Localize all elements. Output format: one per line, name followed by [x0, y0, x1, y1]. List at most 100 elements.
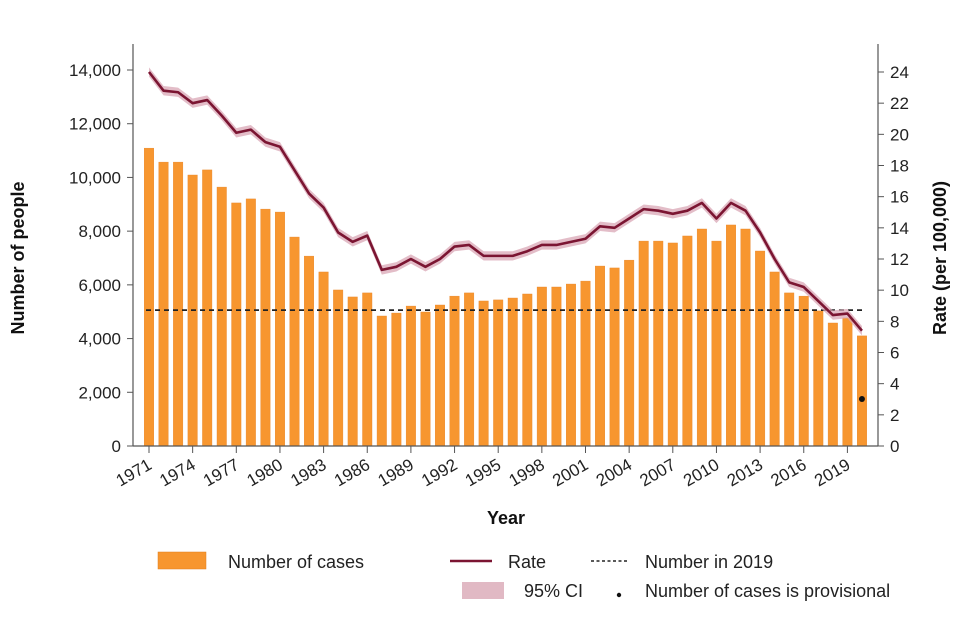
- y2-tick-label: 6: [890, 344, 899, 363]
- y2-tick-label: 22: [890, 94, 909, 113]
- y-tick-label: 0: [112, 437, 121, 456]
- bar-1994: [478, 300, 489, 447]
- bar-1990: [420, 311, 431, 447]
- bar-1988: [391, 312, 402, 447]
- y-tick-label: 2,000: [78, 383, 121, 402]
- y2-tick-label: 8: [890, 312, 899, 331]
- legend-label-rate: Rate: [508, 552, 546, 572]
- bar-1977: [231, 202, 242, 447]
- bar-1981: [289, 236, 300, 447]
- bar-1982: [304, 255, 314, 447]
- bar-1987: [376, 315, 387, 447]
- y2-tick-label: 0: [890, 437, 899, 456]
- bar-2014: [769, 271, 780, 447]
- bar-1971: [144, 147, 154, 447]
- y-tick-label: 12,000: [69, 115, 121, 134]
- x-tick-label: 2010: [680, 455, 722, 490]
- bar-1986: [362, 292, 373, 447]
- legend-label-provisional: Number of cases is provisional: [645, 581, 890, 601]
- x-axis-title: Year: [487, 508, 525, 528]
- y-tick-label: 6,000: [78, 276, 121, 295]
- bar-1972: [158, 161, 169, 447]
- legend-label-ci: 95% CI: [524, 581, 583, 601]
- y2-tick-label: 18: [890, 157, 909, 176]
- bar-2012: [740, 228, 751, 447]
- bar-2004: [624, 259, 635, 447]
- bar-1992: [449, 295, 460, 447]
- ci-band-group: [149, 67, 862, 336]
- x-tick-label: 1974: [156, 455, 198, 490]
- bar-2002: [595, 265, 605, 447]
- bar-1991: [435, 304, 445, 447]
- bar-1975: [202, 169, 213, 447]
- legend-swatch-ci: [462, 582, 504, 599]
- ci-band: [149, 67, 862, 336]
- bar-1996: [507, 297, 518, 447]
- rate-line: [147, 71, 863, 332]
- y-tick-label: 4,000: [78, 330, 121, 349]
- bar-1980: [275, 211, 285, 447]
- y2-tick-label: 12: [890, 250, 909, 269]
- bar-2017: [813, 310, 824, 447]
- y2-tick-label: 2: [890, 406, 899, 425]
- x-tick-label: 2004: [593, 455, 635, 490]
- bar-2018: [827, 322, 838, 447]
- legend-swatch-cases: [157, 551, 207, 570]
- x-tick-label: 2007: [637, 455, 679, 490]
- x-tick-label: 2016: [767, 455, 809, 490]
- bar-2006: [653, 240, 664, 447]
- bar-2015: [784, 292, 795, 447]
- x-tick-label: 1989: [375, 455, 417, 490]
- bar-2010: [711, 240, 722, 447]
- x-tick-label: 2013: [724, 455, 766, 490]
- bar-2011: [726, 224, 736, 447]
- legend-label-number-2019: Number in 2019: [645, 552, 773, 572]
- bars-group: [144, 147, 867, 447]
- bar-1984: [333, 289, 344, 447]
- bar-2001: [580, 280, 591, 447]
- bar-1993: [464, 292, 475, 447]
- bar-2007: [667, 242, 678, 447]
- y2-tick-label: 16: [890, 188, 909, 207]
- y2-tick-label: 24: [890, 63, 909, 82]
- bar-1978: [245, 198, 256, 447]
- bar-1983: [318, 271, 329, 447]
- legend: Number of cases Rate Number in 2019 95% …: [157, 551, 890, 601]
- provisional-marker-group: [858, 396, 865, 402]
- y2-tick-label: 14: [890, 219, 909, 238]
- bar-2009: [696, 228, 707, 447]
- y-axis-title: Number of people: [8, 181, 28, 334]
- provisional-marker-2020: [858, 396, 865, 402]
- x-tick-label: 1983: [287, 455, 329, 490]
- x-tick-label: 2001: [549, 455, 591, 490]
- bar-1973: [173, 161, 184, 447]
- x-tick-label: 1971: [113, 455, 155, 490]
- bar-2016: [798, 295, 809, 447]
- legend-label-cases: Number of cases: [228, 552, 364, 572]
- bar-2000: [566, 283, 576, 447]
- x-tick-label: 2019: [811, 455, 853, 490]
- y-tick-label: 14,000: [69, 61, 121, 80]
- bar-2005: [638, 240, 649, 447]
- bar-2019: [842, 317, 853, 447]
- x-tick-label: 1998: [506, 455, 548, 490]
- x-tick-label: 1977: [200, 455, 242, 490]
- bar-2003: [609, 267, 620, 447]
- bar-1985: [347, 296, 358, 447]
- y2-axis-title: Rate (per 100,000): [930, 181, 950, 335]
- x-tick-label: 1995: [462, 455, 504, 490]
- y-tick-label: 10,000: [69, 168, 121, 187]
- x-tick-label: 1986: [331, 455, 373, 490]
- bar-2008: [682, 235, 693, 447]
- bar-1989: [405, 305, 416, 447]
- x-tick-label: 1992: [418, 455, 460, 490]
- bar-2013: [755, 250, 766, 447]
- bar-1979: [260, 208, 271, 447]
- y2-tick-label: 20: [890, 125, 909, 144]
- y2-tick-label: 10: [890, 281, 909, 300]
- bar-1995: [493, 299, 504, 447]
- legend-swatch-provisional: [616, 592, 622, 598]
- x-tick-label: 1980: [244, 455, 286, 490]
- bar-1976: [216, 186, 227, 447]
